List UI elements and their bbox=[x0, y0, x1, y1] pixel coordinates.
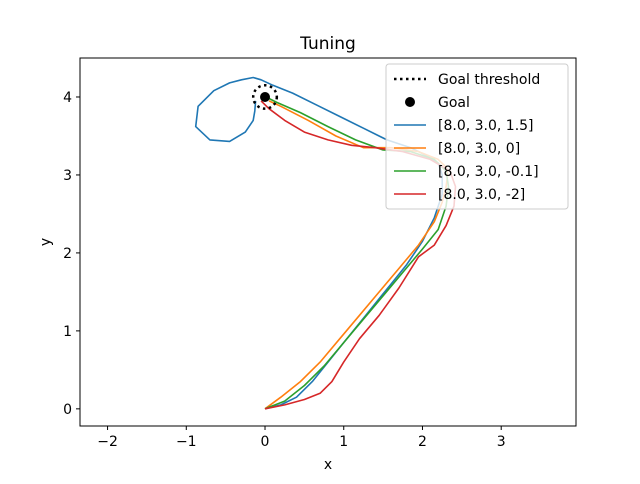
y-tick-label: 1 bbox=[63, 324, 72, 340]
legend-series-label-1: [8.0, 3.0, 1.5] bbox=[438, 118, 534, 134]
y-axis-label: y bbox=[38, 238, 54, 246]
x-tick-label: −2 bbox=[97, 434, 118, 450]
x-tick-label: 2 bbox=[418, 434, 427, 450]
y-tick-label: 2 bbox=[63, 246, 72, 262]
series-line-4 bbox=[260, 100, 457, 410]
x-axis-label: x bbox=[324, 457, 332, 473]
legend-series-label-2: [8.0, 3.0, 0] bbox=[438, 141, 520, 157]
legend-box bbox=[385, 63, 569, 210]
y-tick-label: 0 bbox=[63, 402, 72, 418]
x-tick-label: 0 bbox=[261, 434, 270, 450]
y-tick-label: 3 bbox=[63, 168, 72, 184]
legend-goal-threshold-label: Goal threshold bbox=[438, 72, 540, 88]
y-tick-label: 4 bbox=[63, 90, 72, 106]
x-tick-label: 1 bbox=[339, 434, 348, 450]
goal-threshold-circle bbox=[251, 84, 279, 110]
legend: Goal threshold Goal [8.0, 3.0, 1.5] [8.0, 3… bbox=[385, 63, 569, 210]
goal-point bbox=[260, 91, 271, 102]
legend-goal-label: Goal bbox=[438, 95, 470, 111]
legend-series-label-3: [8.0, 3.0, -0.1] bbox=[438, 164, 539, 180]
axes-frame bbox=[79, 57, 577, 427]
legend-goal-swatch bbox=[405, 97, 415, 107]
x-tick-label: −1 bbox=[176, 434, 197, 450]
legend-series-label-4: [8.0, 3.0, -2] bbox=[438, 187, 525, 203]
x-tick-label: 3 bbox=[497, 434, 506, 450]
chart-title: Tuning bbox=[299, 34, 356, 54]
